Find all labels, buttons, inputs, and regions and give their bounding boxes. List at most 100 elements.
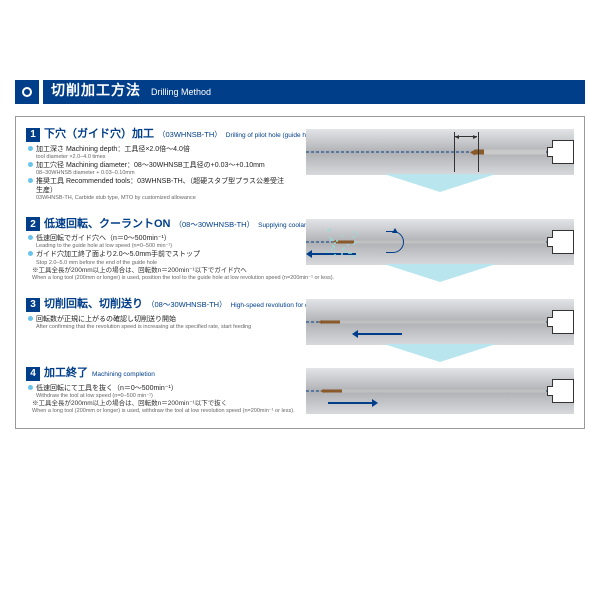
bullet-list: 低速回転でガイド穴へ（n＝0～500min⁻¹）Leading to the g… xyxy=(28,234,288,265)
step-title-jp: 加工終了 xyxy=(44,364,88,380)
coolant-dot xyxy=(336,240,338,242)
coolant-dot xyxy=(332,245,334,247)
step-title-jp: 低速回転、クーラントON xyxy=(44,215,171,231)
coolant-dot xyxy=(355,241,357,243)
drill-shaft xyxy=(322,321,546,324)
tool-holder-icon xyxy=(552,230,574,254)
tool-holder-icon xyxy=(552,140,574,164)
drill-tip xyxy=(475,150,484,155)
step-number: 2 xyxy=(26,217,40,231)
step-title-suffix: （03WHNSB-TH） xyxy=(158,129,222,140)
coolant-dot xyxy=(341,235,343,237)
bullet: 低速回転にて工具を抜く（n＝0～500min⁻¹）Withdraw the to… xyxy=(28,384,288,399)
coolant-dot xyxy=(353,243,355,245)
step: 4 加工終了 Machining completion 低速回転にて工具を抜く（n＝0… xyxy=(26,364,574,420)
step: 1下穴（ガイド穴）加工（03WHNSB-TH）Drilling of pilot… xyxy=(26,125,574,202)
bullet-jp: 低速回転にて工具を抜く（n＝0～500min⁻¹） xyxy=(36,384,178,393)
step-number: 1 xyxy=(26,128,40,142)
section-title-jp: 切削加工方法 xyxy=(51,80,141,100)
bullet-text: 回転数が正規に上がるの確認し切削送り開始After confirming tha… xyxy=(36,315,251,330)
step-number: 3 xyxy=(26,298,40,312)
steps-container: 1下穴（ガイド穴）加工（03WHNSB-TH）Drilling of pilot… xyxy=(15,116,585,429)
drill-tip xyxy=(320,389,324,393)
drill-illustration xyxy=(306,129,574,175)
coolant-dot xyxy=(347,244,349,246)
section-title-icon xyxy=(15,80,39,104)
bullet-en: Stop 2.0–5.0 mm before the end of the gu… xyxy=(36,260,200,266)
bullet-dot-icon xyxy=(28,251,33,256)
drill-tip xyxy=(318,320,322,324)
process-arrow-icon xyxy=(384,174,496,192)
drill-shaft xyxy=(324,390,546,393)
bullet-jp: 加工深さ Machining depth：工具径×2.0倍～4.0倍 xyxy=(36,145,190,154)
bullet-jp: 回転数が正規に上がるの確認し切削送り開始 xyxy=(36,315,251,324)
bullet: 加工穴径 Machining diameter：08～30WHNSB工具径の+0… xyxy=(28,161,288,176)
bullet-jp: 推奨工具 Recommended tools：03WHNSB-TH、（超硬スタブ… xyxy=(36,177,288,195)
bullet-text: 低速回転にて工具を抜く（n＝0～500min⁻¹）Withdraw the to… xyxy=(36,384,178,399)
step-title-jp: 下穴（ガイド穴）加工 xyxy=(44,125,154,141)
step-title-jp: 切削回転、切削送り xyxy=(44,295,143,311)
bullet-text: 低速回転でガイド穴へ（n＝0～500min⁻¹）Leading to the g… xyxy=(36,234,172,249)
process-arrow-icon xyxy=(384,264,496,282)
bullet-list: 低速回転にて工具を抜く（n＝0～500min⁻¹）Withdraw the to… xyxy=(28,384,288,399)
coolant-dot xyxy=(326,251,328,253)
section-title-bar: 切削加工方法 Drilling Method xyxy=(43,80,585,104)
coolant-dot xyxy=(355,255,357,257)
coolant-dot xyxy=(353,236,355,238)
bullet-text: 加工深さ Machining depth：工具径×2.0倍～4.0倍tool d… xyxy=(36,145,190,160)
bullet-dot-icon xyxy=(28,162,33,167)
coolant-dot xyxy=(333,251,335,253)
bullet-en: Leading to the guide hole at low speed (… xyxy=(36,243,172,249)
bullet: 低速回転でガイド穴へ（n＝0～500min⁻¹）Leading to the g… xyxy=(28,234,288,249)
bullet: 回転数が正規に上がるの確認し切削送り開始After confirming tha… xyxy=(28,315,288,330)
feed-arrow-icon xyxy=(358,333,402,335)
drill-illustration xyxy=(306,219,574,265)
tool-holder-icon xyxy=(552,379,574,403)
bullet-text: ガイド穴加工終了面より2.0～5.0mm手前でストップStop 2.0–5.0 … xyxy=(36,250,200,265)
drill-illustration xyxy=(306,299,574,345)
bullet-en: 03WHNSB-TH, Carbide stub type, MTO by cu… xyxy=(36,195,288,201)
drill-shaft xyxy=(484,150,546,155)
bullet-jp: 加工穴径 Machining diameter：08～30WHNSB工具径の+0… xyxy=(36,161,265,170)
bullet-dot-icon xyxy=(28,316,33,321)
step: 3切削回転、切削送り（08～30WHNSB-TH）High-speed revo… xyxy=(26,295,574,351)
step-title-en: Machining completion xyxy=(92,371,155,378)
coolant-dot xyxy=(329,229,331,231)
bullet-jp: ガイド穴加工終了面より2.0～5.0mm手前でストップ xyxy=(36,250,200,259)
bullet: 推奨工具 Recommended tools：03WHNSB-TH、（超硬スタブ… xyxy=(28,177,288,201)
bullet: ガイド穴加工終了面より2.0～5.0mm手前でストップStop 2.0–5.0 … xyxy=(28,250,288,265)
section-title-en: Drilling Method xyxy=(151,87,211,97)
drill-shaft xyxy=(336,240,546,243)
bullet-en: Withdraw the tool at low speed (n=0–500 … xyxy=(36,393,178,399)
bullet-text: 加工穴径 Machining diameter：08～30WHNSB工具径の+0… xyxy=(36,161,265,176)
bullet-jp: 低速回転でガイド穴へ（n＝0～500min⁻¹） xyxy=(36,234,172,243)
bullet-en: After confirming that the revolution spe… xyxy=(36,324,251,330)
bullet-dot-icon xyxy=(28,178,33,183)
bullet-en: tool diameter ×2.0–4.0 times xyxy=(36,154,190,160)
bullet-list: 加工深さ Machining depth：工具径×2.0倍～4.0倍tool d… xyxy=(28,145,288,201)
bullet: 加工深さ Machining depth：工具径×2.0倍～4.0倍tool d… xyxy=(28,145,288,160)
drill-illustration xyxy=(306,368,574,414)
coolant-dot xyxy=(331,248,333,250)
bullet-dot-icon xyxy=(28,385,33,390)
step-title-suffix: （08～30WHNSB-TH） xyxy=(147,299,227,310)
feed-arrow-icon xyxy=(328,402,372,404)
tool-holder-icon xyxy=(552,310,574,334)
bullet-text: 推奨工具 Recommended tools：03WHNSB-TH、（超硬スタブ… xyxy=(36,177,288,201)
page: 切削加工方法 Drilling Method 1 下穴（ガイド穴）加工 （03WHN… xyxy=(0,0,600,449)
bullet-dot-icon xyxy=(28,235,33,240)
bullet-dot-icon xyxy=(28,146,33,151)
step: 2低速回転、クーラントON（08～30WHNSB-TH）Supplying co… xyxy=(26,215,574,282)
coolant-dot xyxy=(334,254,336,256)
bullet-en: 08–30WHNSB diameter + 0.03–0.10mm xyxy=(36,170,265,176)
rotation-arrow-icon xyxy=(386,231,404,253)
section-title: 切削加工方法 Drilling Method xyxy=(15,80,585,104)
coolant-dot xyxy=(341,253,343,255)
coolant-dot xyxy=(356,233,358,235)
coolant-dot xyxy=(351,255,353,257)
step-title-suffix: （08～30WHNSB-TH） xyxy=(175,219,255,230)
coolant-dot xyxy=(327,230,329,232)
bullet-list: 回転数が正規に上がるの確認し切削送り開始After confirming tha… xyxy=(28,315,288,330)
coolant-dot xyxy=(342,248,344,250)
step-number: 4 xyxy=(26,367,40,381)
